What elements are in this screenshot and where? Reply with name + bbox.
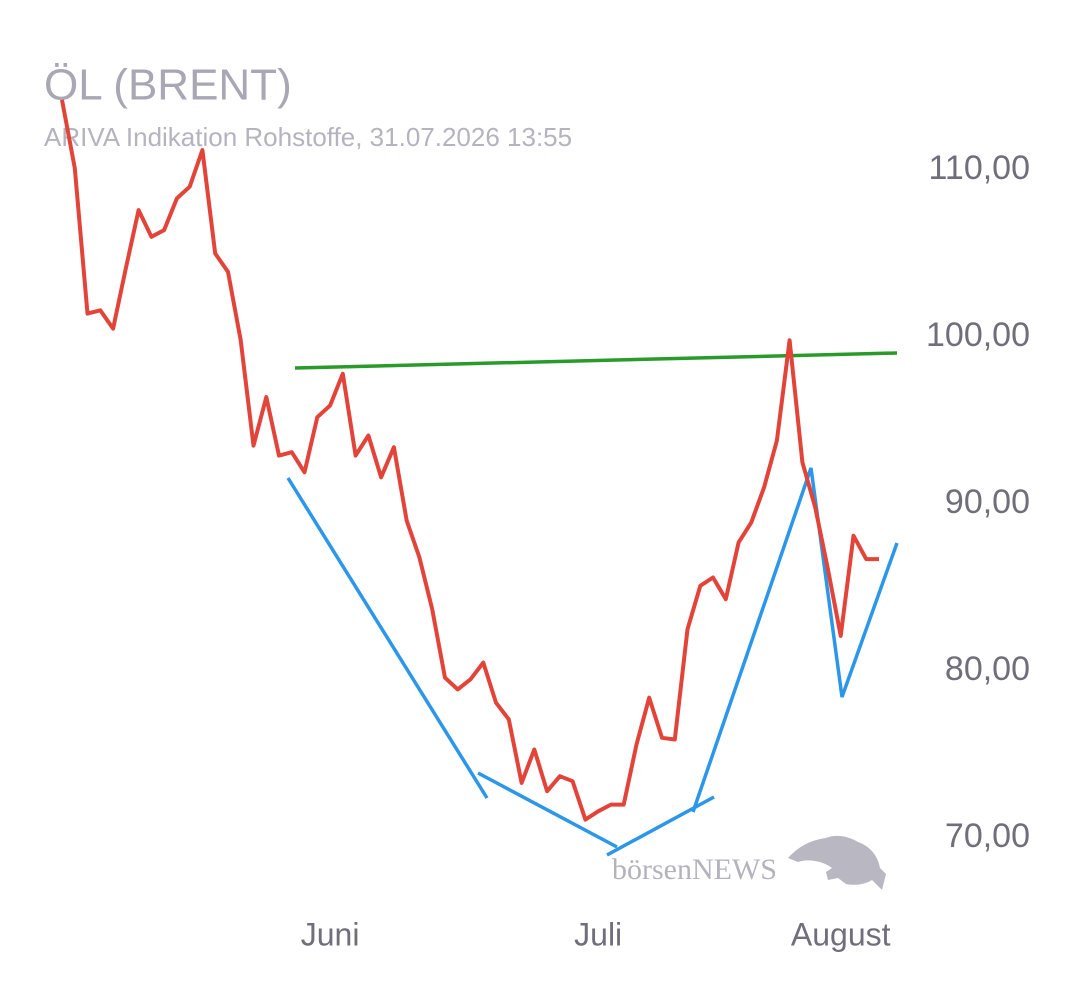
y-tick-label: 90,00 [945, 483, 1030, 521]
pattern-line [286, 477, 489, 799]
y-tick-label: 80,00 [945, 650, 1030, 688]
price-line [60, 99, 879, 822]
watermark: börsenNEWS [612, 835, 886, 890]
y-tick-label: 100,00 [926, 316, 1030, 354]
resistance-line [294, 351, 898, 370]
watermark-bull [788, 835, 886, 890]
pattern-line [477, 771, 618, 849]
pattern-lines [286, 467, 899, 857]
x-tick-label: Juni [301, 916, 360, 952]
y-tick-label: 110,00 [929, 149, 1030, 187]
x-tick-label: Juli [574, 916, 622, 952]
pattern-line [691, 467, 899, 813]
watermark-text: börsenNEWS [612, 853, 777, 886]
x-tick-label: August [791, 916, 891, 952]
y-tick-label: 70,00 [945, 817, 1030, 855]
chart-subtitle: ARIVA Indikation Rohstoffe, 31.07.2026 1… [44, 122, 572, 152]
chart-title: ÖL (BRENT) [44, 61, 292, 110]
